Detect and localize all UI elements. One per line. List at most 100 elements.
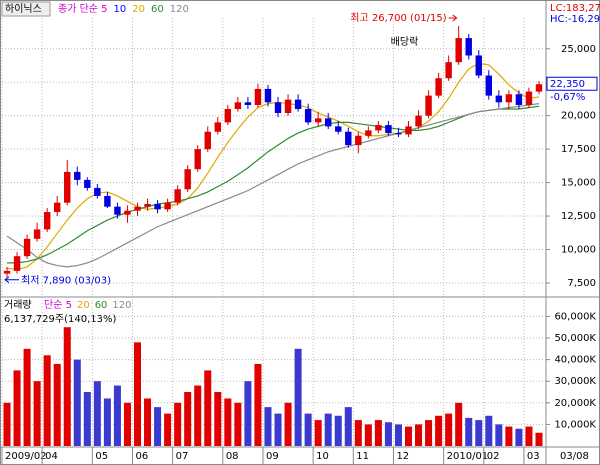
candle-body: [304, 108, 312, 123]
y-tick-label: 30,000K: [554, 376, 596, 387]
volume-bar: [194, 385, 202, 446]
candle-body: [184, 169, 191, 190]
volume-bar: [103, 398, 111, 446]
volume-bar: [445, 413, 453, 446]
x-tick-label: 2009/02: [5, 451, 47, 462]
volume-bar: [3, 402, 11, 446]
x-tick-label: 05: [95, 451, 108, 462]
volume-bar: [154, 407, 162, 446]
annotation: 최고 26,700 (01/15): [350, 12, 446, 24]
last-price: 22,350: [550, 79, 585, 90]
candle-body: [124, 210, 131, 215]
candle-body: [224, 108, 232, 123]
candle-body: [53, 202, 61, 213]
symbol: 하이닉스: [5, 2, 42, 15]
candle-body: [234, 102, 242, 109]
candle-body: [505, 94, 513, 103]
volume-bar: [264, 407, 272, 446]
candle-body: [324, 118, 332, 127]
y-tick-label: 7,500: [567, 278, 596, 289]
indicator: HC:-16,29: [550, 14, 600, 25]
volume-bar: [294, 348, 302, 446]
x-tick-label: 08: [226, 451, 239, 462]
volume-bar: [404, 426, 413, 446]
candle-body: [194, 149, 201, 170]
candle-body: [64, 171, 71, 203]
y-tick-label: 60,000K: [554, 311, 596, 322]
candle-body: [294, 99, 302, 109]
candle-body: [515, 94, 523, 105]
candle-body: [284, 99, 292, 114]
candle-body: [154, 204, 161, 210]
volume-bar: [13, 370, 21, 446]
volume-bar: [33, 381, 41, 446]
candle-body: [455, 38, 462, 63]
candle-body: [445, 62, 452, 79]
candle-body: [274, 102, 282, 114]
candle-body: [495, 95, 503, 103]
candle-body: [525, 91, 533, 105]
volume-bar: [234, 402, 242, 446]
candle-body: [425, 95, 432, 116]
last-date: 03/08: [560, 451, 589, 462]
volume-bar: [495, 424, 503, 446]
x-tick-label: 2010/01: [447, 451, 489, 462]
y-tick-label: 20,000: [561, 111, 596, 122]
candle-body: [104, 195, 111, 207]
candle-body: [134, 206, 141, 211]
volume-bar: [133, 342, 142, 446]
candle-body: [375, 125, 382, 131]
volume-bar: [63, 327, 71, 446]
candle-body: [94, 187, 101, 196]
candle-body: [395, 133, 402, 135]
x-tick-label: 03: [527, 451, 540, 462]
legend-item: 10: [114, 4, 127, 15]
legend-item: 종가 단순 5: [58, 3, 108, 15]
y-tick-label: 10,000K: [554, 419, 596, 430]
candle-body: [535, 84, 543, 92]
volume-bar: [415, 424, 423, 446]
volume-bar: [144, 398, 152, 446]
volume-bar: [214, 392, 222, 446]
volume-bar: [244, 381, 252, 446]
candle-body: [355, 135, 362, 146]
volume-summary: 6,137,729주(140,13%): [4, 314, 116, 325]
volume-bar: [184, 392, 192, 446]
x-tick-label: 02: [487, 451, 500, 462]
volume-bar: [23, 348, 31, 446]
legend-item: 120: [170, 4, 189, 15]
candle-body: [385, 125, 392, 134]
volume-bar: [384, 422, 392, 446]
candle-body: [485, 75, 493, 96]
candle-body: [13, 256, 21, 271]
symbol-box: [1, 1, 51, 17]
annotation: 최저 7,890 (03/03): [21, 275, 111, 287]
candle-body: [435, 78, 442, 96]
candle-body: [74, 171, 81, 180]
annotation: 배당락: [391, 36, 419, 48]
candle-body: [405, 126, 412, 135]
price-box: [546, 76, 598, 91]
x-tick-label: 11: [356, 451, 369, 462]
legend-item: 60: [151, 4, 164, 15]
volume-bar: [324, 413, 332, 446]
legend-item: 20: [77, 300, 90, 311]
annotation-arrow: [4, 276, 20, 284]
candle-body: [174, 189, 181, 203]
volume-bar: [274, 413, 282, 446]
candle-body: [114, 206, 121, 215]
volume-bar: [93, 381, 101, 446]
ma-line: [7, 105, 540, 264]
volume-bar: [73, 359, 81, 446]
volume-bar: [485, 415, 493, 446]
volume-bar: [314, 420, 322, 446]
legend-item: 60: [95, 300, 108, 311]
candle-body: [345, 131, 352, 146]
x-tick-label: 06: [135, 451, 148, 462]
volume-bar: [164, 413, 172, 446]
candle-body: [365, 130, 372, 136]
volume-bar: [465, 417, 473, 446]
volume-title: 거래량: [4, 299, 32, 311]
change: -0,67%: [550, 92, 585, 103]
x-tick-label: 04: [45, 451, 58, 462]
